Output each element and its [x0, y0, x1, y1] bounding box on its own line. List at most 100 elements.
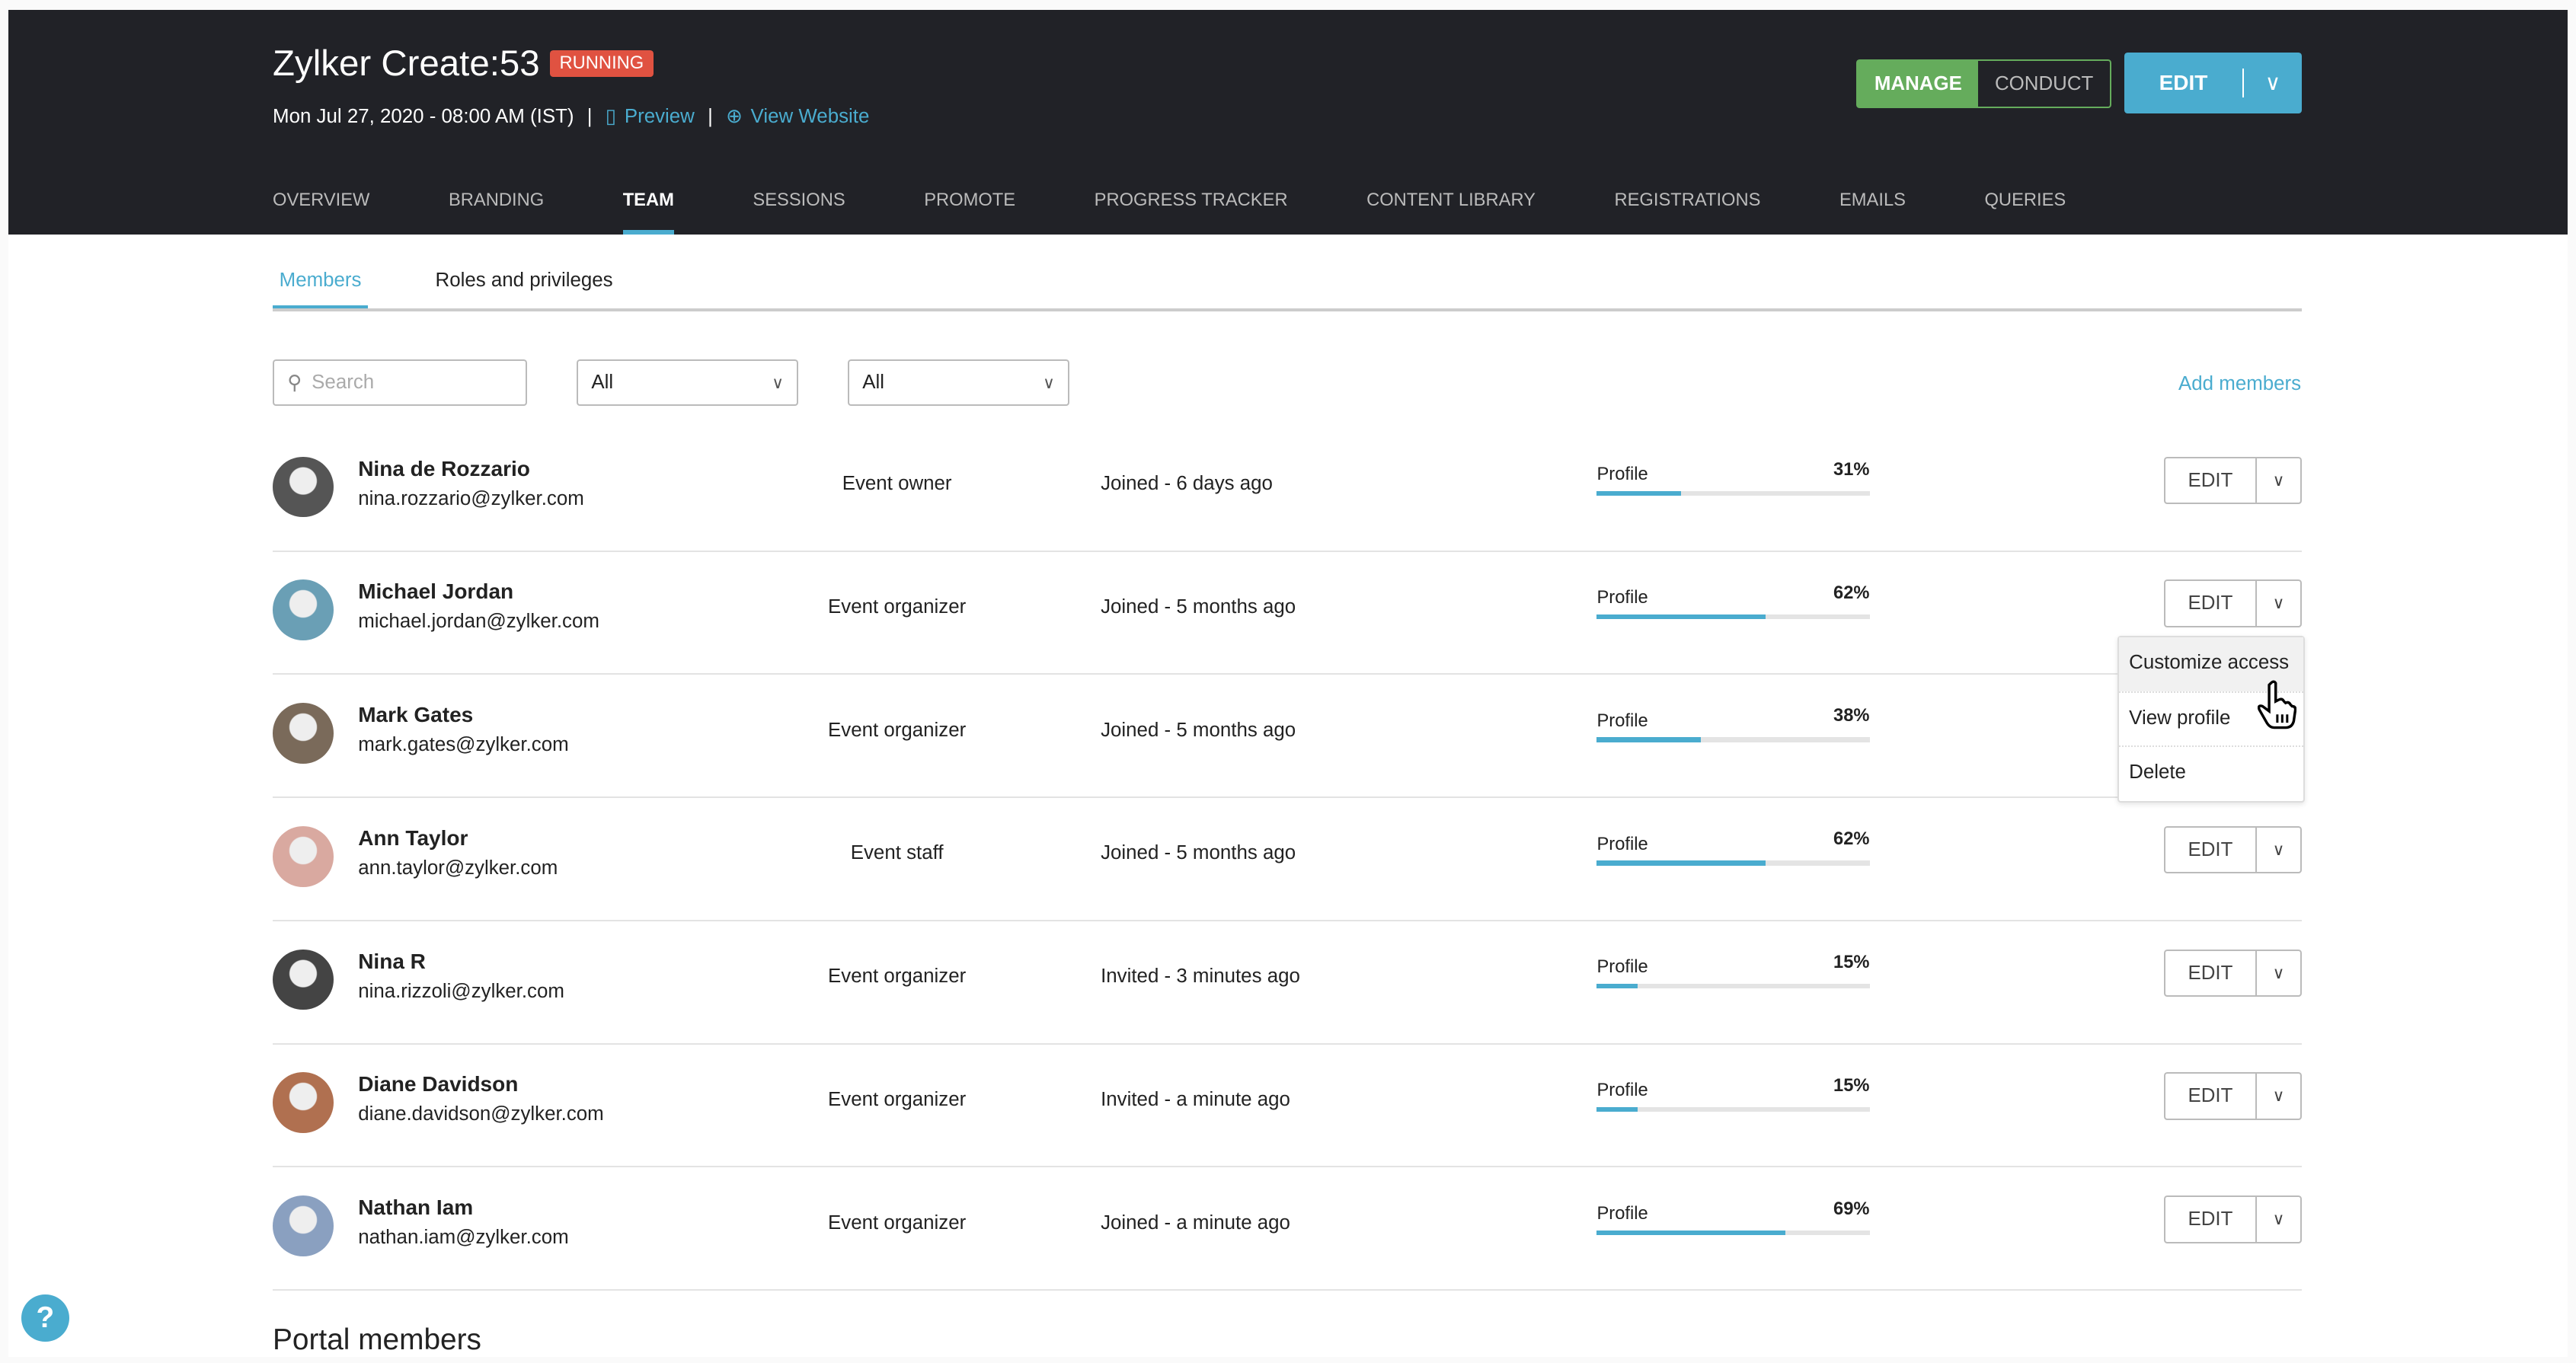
edit-label[interactable]: EDIT	[2165, 827, 2258, 873]
member-role: Event organizer	[828, 595, 967, 618]
preview-link[interactable]: ▯ Preview	[606, 105, 695, 128]
search-icon: ⚲	[287, 372, 302, 394]
profile-percent: 62%	[1833, 583, 1870, 603]
profile-progress-fill	[1596, 614, 1766, 620]
manage-button[interactable]: MANAGE	[1858, 60, 1979, 107]
edit-label[interactable]: EDIT	[2165, 581, 2258, 626]
nav-tab-emails[interactable]: EMAILS	[1839, 190, 1906, 211]
member-status: Joined - 5 months ago	[1101, 595, 1296, 618]
status-badge: RUNNING	[549, 49, 654, 78]
add-members-link[interactable]: Add members	[2178, 372, 2302, 394]
profile-progress-bar	[1596, 737, 1870, 742]
profile-progress-fill	[1596, 1106, 1638, 1112]
status-filter-select[interactable]: All ∨	[847, 359, 1070, 406]
chevron-down-icon[interactable]: ∨	[2272, 593, 2285, 613]
member-row: Mark Gates mark.gates@zylker.com Event o…	[273, 673, 2302, 799]
member-edit-button[interactable]: EDIT ∨	[2163, 949, 2302, 998]
member-email: nathan.iam@zylker.com	[358, 1227, 569, 1249]
member-role: Event organizer	[828, 1211, 967, 1234]
profile-progress-fill	[1596, 737, 1701, 742]
edit-label[interactable]: EDIT	[2165, 1074, 2258, 1119]
event-subtitle: Mon Jul 27, 2020 - 08:00 AM (IST) | ▯ Prev…	[273, 105, 869, 128]
profile-progress-bar	[1596, 1230, 1870, 1235]
member-email: nina.rizzoli@zylker.com	[358, 980, 564, 1002]
role-filter-select[interactable]: All ∨	[577, 359, 799, 406]
nav-tab-content-library[interactable]: CONTENT LIBRARY	[1366, 190, 1536, 211]
conduct-button[interactable]: CONDUCT	[1994, 72, 2094, 94]
member-status: Joined - 6 days ago	[1101, 473, 1273, 495]
preview-label: Preview	[624, 105, 695, 127]
chevron-down-icon[interactable]: ∨	[2272, 1209, 2285, 1229]
profile-label: Profile	[1596, 464, 1648, 485]
edit-label[interactable]: EDIT	[2124, 68, 2245, 98]
profile-label: Profile	[1596, 710, 1648, 731]
event-title: Zylker Create:53	[273, 43, 540, 85]
chevron-down-icon: ∨	[772, 372, 784, 392]
chevron-down-icon[interactable]: ∨	[2272, 839, 2285, 859]
portal-members-heading: Portal members	[273, 1323, 481, 1357]
nav-tab-overview[interactable]: OVERVIEW	[273, 190, 370, 211]
chevron-down-icon: ∨	[1043, 372, 1055, 392]
profile-progress-fill	[1596, 860, 1766, 866]
role-filter-value: All	[591, 372, 614, 394]
nav-tab-sessions[interactable]: SESSIONS	[753, 190, 845, 211]
device-icon: ▯	[605, 106, 617, 128]
tab-members[interactable]: Members	[273, 256, 369, 309]
chevron-down-icon[interactable]: ∨	[2264, 71, 2281, 95]
menu-item-view-profile[interactable]: View profile	[2119, 691, 2303, 745]
nav-tab-promote[interactable]: PROMOTE	[924, 190, 1016, 211]
nav-tab-queries[interactable]: QUERIES	[1984, 190, 2066, 211]
profile-percent: 31%	[1833, 459, 1870, 480]
edit-label[interactable]: EDIT	[2165, 950, 2258, 996]
member-edit-button[interactable]: EDIT ∨	[2163, 579, 2302, 627]
nav-tab-team[interactable]: TEAM	[622, 190, 675, 235]
member-email: ann.taylor@zylker.com	[358, 857, 558, 879]
profile-percent: 62%	[1833, 829, 1870, 850]
profile-percent: 15%	[1833, 952, 1870, 972]
hand-cursor-icon	[2257, 680, 2296, 729]
nav-tab-progress-tracker[interactable]: PROGRESS TRACKER	[1094, 190, 1288, 211]
chevron-down-icon[interactable]: ∨	[2272, 470, 2285, 490]
member-role: Event organizer	[828, 966, 967, 988]
member-edit-button[interactable]: EDIT ∨	[2163, 456, 2302, 505]
member-email: diane.davidson@zylker.com	[358, 1103, 604, 1125]
tab-roles-and-privileges[interactable]: Roles and privileges	[435, 269, 613, 291]
profile-progress-bar	[1596, 983, 1870, 989]
member-name: Ann Taylor	[358, 825, 468, 850]
member-edit-button[interactable]: EDIT ∨	[2163, 1072, 2302, 1120]
chevron-down-icon[interactable]: ∨	[2272, 962, 2285, 982]
member-name: Nina R	[358, 949, 426, 973]
view-website-label: View Website	[750, 105, 870, 127]
view-website-link[interactable]: ⊕ View Website	[726, 105, 869, 128]
event-edit-button[interactable]: EDIT ∨	[2124, 53, 2302, 113]
member-status: Invited - a minute ago	[1101, 1089, 1290, 1111]
member-row: Nathan Iam nathan.iam@zylker.com Event o…	[273, 1166, 2302, 1291]
edit-label[interactable]: EDIT	[2165, 458, 2258, 503]
member-name: Nathan Iam	[358, 1195, 474, 1220]
edit-label[interactable]: EDIT	[2165, 1197, 2258, 1242]
avatar	[273, 1072, 334, 1134]
member-role: Event organizer	[828, 719, 967, 741]
avatar	[273, 456, 334, 518]
search-input[interactable]: ⚲ Search	[273, 359, 528, 406]
profile-progress-fill	[1596, 1230, 1785, 1235]
search-placeholder: Search	[312, 372, 375, 394]
profile-label: Profile	[1596, 834, 1648, 854]
profile-progress-bar	[1596, 614, 1870, 620]
member-status: Joined - 5 months ago	[1101, 719, 1296, 741]
avatar	[273, 1195, 334, 1256]
nav-tab-branding[interactable]: BRANDING	[448, 190, 545, 211]
chevron-down-icon[interactable]: ∨	[2272, 1086, 2285, 1106]
member-row: Michael Jordan michael.jordan@zylker.com…	[273, 551, 2302, 675]
help-button[interactable]: ?	[21, 1294, 69, 1342]
divider: |	[586, 105, 593, 127]
subtabs: Members Roles and privileges	[273, 256, 2302, 312]
menu-item-delete[interactable]: Delete	[2119, 745, 2303, 800]
member-row: Nina R nina.rizzoli@zylker.com Event org…	[273, 920, 2302, 1045]
member-edit-button[interactable]: EDIT ∨	[2163, 1195, 2302, 1243]
member-status: Invited - 3 minutes ago	[1101, 966, 1300, 988]
nav-tab-registrations[interactable]: REGISTRATIONS	[1614, 190, 1761, 211]
profile-label: Profile	[1596, 1203, 1648, 1224]
profile-label: Profile	[1596, 588, 1648, 608]
member-edit-button[interactable]: EDIT ∨	[2163, 825, 2302, 874]
